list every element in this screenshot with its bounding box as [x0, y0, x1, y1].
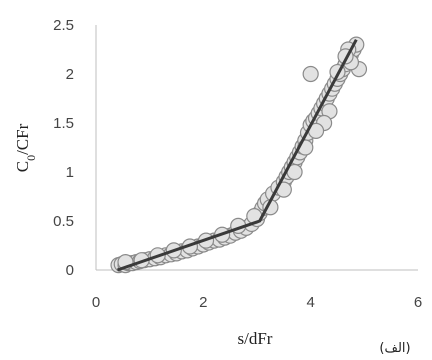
x-tick-label: 0 — [92, 294, 100, 311]
data-point — [302, 65, 319, 83]
x-tick-labels: 0 2 4 6 — [92, 294, 422, 311]
y-tick-labels: 0 0.5 1 1.5 2 2.5 — [53, 17, 74, 279]
y-axis-label-main: C — [13, 161, 32, 172]
x-tick-label: 2 — [199, 294, 207, 311]
y-axis-label: C0/CFr — [13, 123, 38, 172]
y-axis-label-sub: 0 — [24, 155, 38, 161]
plot-area — [95, 25, 418, 274]
y-tick-label: 2 — [66, 66, 74, 83]
y-tick-label: 1 — [66, 164, 74, 181]
y-tick-label: 1.5 — [53, 115, 74, 132]
figure-caption: (الف) — [379, 341, 410, 356]
x-tick-label: 4 — [306, 294, 314, 311]
y-tick-label: 2.5 — [53, 17, 74, 34]
fit-line — [116, 38, 358, 272]
x-axis-label: s/dFr — [238, 329, 273, 348]
y-tick-label: 0.5 — [53, 213, 74, 230]
x-tick-label: 6 — [414, 294, 422, 311]
y-tick-label: 0 — [66, 262, 74, 279]
data-points-layer — [110, 36, 368, 274]
y-axis-label-rest: /CFr — [13, 123, 32, 155]
